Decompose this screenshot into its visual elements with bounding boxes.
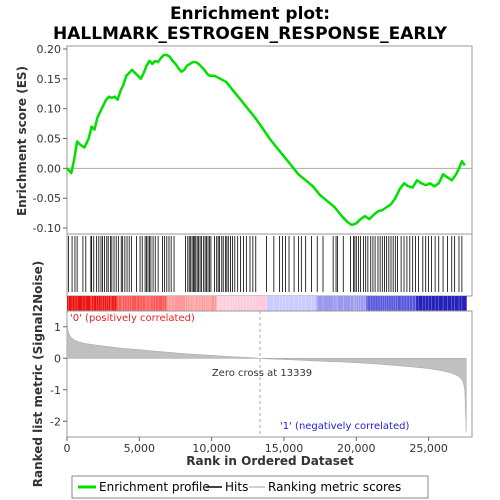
es-tick-label: 0.05 (37, 133, 62, 146)
positive-correlation-label: '0' (positively correlated) (70, 313, 195, 324)
negative-correlation-label: '1' (negatively correlated) (280, 421, 409, 432)
x-tick-label: 20,000 (337, 442, 376, 455)
x-tick-label: 0 (64, 442, 71, 455)
enrichment-profile-line (66, 53, 466, 227)
es-tick-label: 0.10 (37, 103, 62, 116)
x-tick-label: 5,000 (124, 442, 156, 455)
es-tick-label: -0.10 (33, 222, 61, 235)
metric-panel-frame (66, 310, 473, 438)
rank-bar-segment (366, 296, 417, 311)
x-tick-label: 25,000 (409, 442, 448, 455)
rank-bar-segment (216, 296, 268, 311)
metric-tick-label: -2 (50, 415, 61, 428)
legend-label-enrichment: Enrichment profile (99, 480, 210, 494)
rank-bar-segment (316, 296, 367, 311)
ranked-list-color-bar (67, 296, 467, 311)
es-panel: 0.20 0.15 0.10 0.05 0.00 -0.05 -0.10 Enrichmen… (15, 43, 473, 235)
es-tick-label: 0.00 (37, 162, 62, 175)
es-axis-label: Enrichment score (ES) (15, 66, 29, 216)
legend-label-hits: Hits (225, 480, 248, 494)
metric-tick-label: -1 (50, 384, 61, 397)
metric-panel: 1 0 -1 -2 '0' (positively correlated) Zero … (31, 261, 473, 488)
ranking-metric-area (66, 314, 467, 433)
rank-bar-segment (67, 296, 118, 311)
x-axis-label: Rank in Ordered Dataset (186, 454, 354, 468)
zero-cross-label: Zero cross at 13339 (212, 368, 312, 379)
legend: Enrichment profile Hits Ranking metric s… (71, 475, 429, 499)
metric-tick-label: 1 (54, 321, 61, 334)
es-tick-label: 0.15 (37, 73, 62, 86)
rank-bar-segment (416, 296, 467, 311)
x-tick-label: 10,000 (192, 442, 231, 455)
chart-title-line1: Enrichment plot: (170, 4, 330, 24)
es-tick-label: -0.05 (33, 192, 61, 205)
metric-axis-label: Ranked list metric (Signal2Noise) (31, 261, 45, 488)
es-tick-label: 0.20 (37, 43, 62, 56)
hits-panel (66, 233, 473, 297)
chart-title-line2: HALLMARK_ESTROGEN_RESPONSE_EARLY (53, 24, 448, 44)
hits-panel-frame (66, 233, 473, 297)
legend-label-metric: Ranking metric scores (268, 480, 401, 494)
rank-bar-segment (266, 296, 318, 311)
metric-tick-label: 0 (54, 352, 61, 365)
x-tick-label: 15,000 (265, 442, 304, 455)
